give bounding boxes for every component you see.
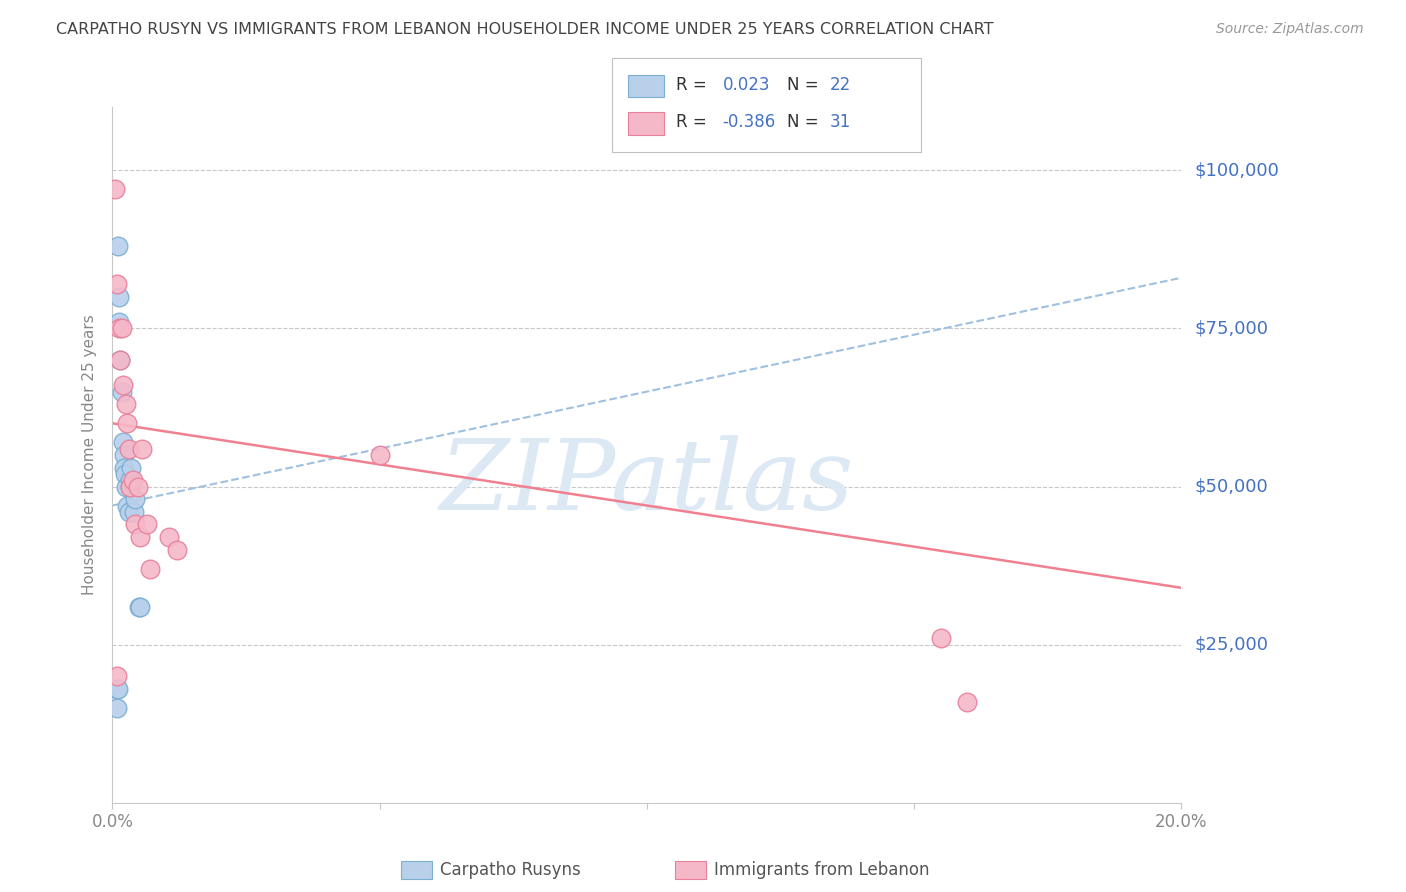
Point — [110, 353, 132, 368]
Text: CARPATHO RUSYN VS IMMIGRANTS FROM LEBANON HOUSEHOLDER INCOME UNDER 25 YEARS CORR: CARPATHO RUSYN VS IMMIGRANTS FROM LEBANO… — [56, 22, 994, 37]
Point — [111, 384, 134, 399]
Point — [115, 499, 138, 513]
Text: Carpatho Rusyns: Carpatho Rusyns — [440, 861, 581, 879]
Point — [139, 562, 162, 576]
Point — [105, 701, 128, 715]
Text: R =: R = — [676, 76, 717, 94]
Point — [108, 290, 131, 304]
Point — [129, 599, 152, 614]
Point — [118, 479, 141, 493]
Point — [368, 448, 391, 462]
Point — [108, 321, 131, 335]
Text: N =: N = — [787, 76, 824, 94]
Text: ZIPatlas: ZIPatlas — [440, 435, 853, 531]
Text: -0.386: -0.386 — [723, 113, 776, 131]
Text: $100,000: $100,000 — [1195, 161, 1279, 179]
Text: N =: N = — [787, 113, 824, 131]
Point — [115, 397, 138, 411]
Text: 22: 22 — [830, 76, 851, 94]
Point — [120, 460, 142, 475]
Y-axis label: Householder Income Under 25 years: Householder Income Under 25 years — [82, 315, 97, 595]
Point — [122, 505, 145, 519]
Point — [117, 505, 139, 519]
Text: $75,000: $75,000 — [1195, 319, 1270, 337]
Point — [117, 442, 139, 456]
Point — [105, 277, 128, 292]
Point — [124, 492, 146, 507]
Point — [120, 479, 142, 493]
Point — [120, 473, 142, 487]
Point — [107, 239, 129, 253]
Point — [128, 599, 150, 614]
Point — [129, 530, 152, 544]
Point — [112, 448, 135, 462]
Point — [112, 460, 135, 475]
Point — [104, 182, 127, 196]
Point — [112, 435, 135, 450]
Text: 31: 31 — [830, 113, 851, 131]
Point — [166, 542, 188, 557]
Point — [157, 530, 180, 544]
Point — [112, 378, 135, 392]
Point — [107, 681, 129, 696]
Point — [110, 353, 132, 368]
Point — [105, 669, 128, 683]
Point — [115, 479, 138, 493]
Point — [124, 517, 146, 532]
Point — [111, 321, 134, 335]
Point — [105, 681, 128, 696]
Text: 0.023: 0.023 — [723, 76, 770, 94]
Text: Immigrants from Lebanon: Immigrants from Lebanon — [714, 861, 929, 879]
Point — [127, 479, 149, 493]
Point — [117, 417, 139, 431]
Point — [929, 632, 952, 646]
Text: Source: ZipAtlas.com: Source: ZipAtlas.com — [1216, 22, 1364, 37]
Text: $25,000: $25,000 — [1195, 636, 1270, 654]
Point — [108, 315, 131, 329]
Point — [136, 517, 159, 532]
Point — [121, 473, 143, 487]
Text: $50,000: $50,000 — [1195, 477, 1268, 496]
Point — [131, 442, 153, 456]
Point — [114, 467, 136, 481]
Point — [956, 695, 979, 709]
Text: R =: R = — [676, 113, 717, 131]
